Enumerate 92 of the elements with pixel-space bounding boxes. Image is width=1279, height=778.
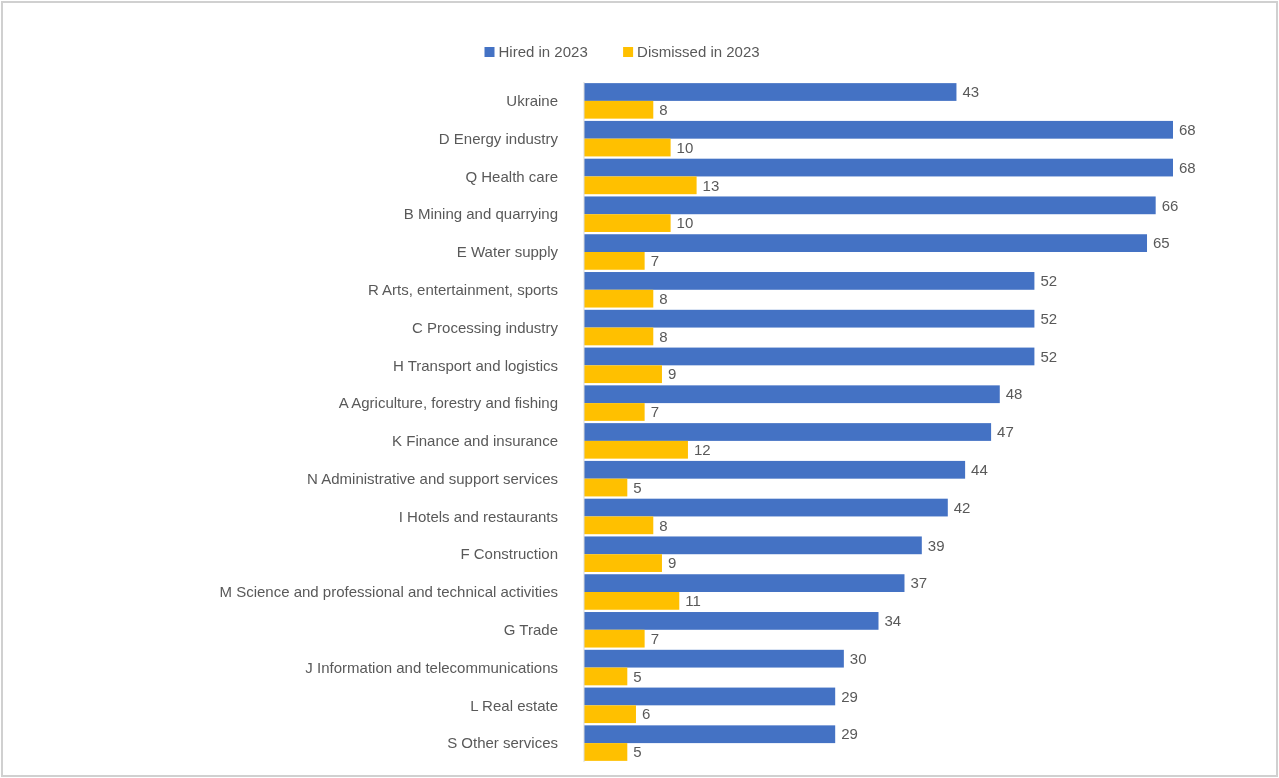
bar: [584, 138, 671, 157]
data-label: 9: [667, 554, 677, 572]
bar: [584, 516, 654, 535]
bar: [584, 309, 1035, 328]
bar: [584, 667, 628, 686]
data-label: 12: [693, 441, 711, 459]
bar: [584, 460, 966, 479]
bar: [584, 100, 654, 119]
bar: [584, 403, 645, 421]
y-tick-label: J Information and telecommunications: [305, 658, 558, 676]
data-label: 68: [1179, 121, 1196, 139]
data-label: 7: [650, 252, 659, 270]
y-tick-label: F Construction: [460, 545, 558, 563]
data-label: 34: [884, 612, 902, 630]
data-label: 44: [971, 461, 988, 479]
data-label: 37: [910, 574, 928, 592]
bar: [584, 498, 948, 517]
y-tick-label: B Mining and quarrying: [403, 205, 558, 223]
data-label: 68: [1179, 158, 1196, 176]
bar: [584, 347, 1035, 366]
bar: [584, 214, 671, 232]
bar: [584, 554, 662, 572]
bar: [584, 649, 844, 668]
data-label: 65: [1153, 234, 1170, 252]
bar: [584, 592, 680, 610]
y-tick-label: S Other services: [447, 734, 558, 752]
bar: [584, 687, 836, 706]
bar: [584, 289, 654, 308]
y-tick-label: N Administrative and support services: [307, 469, 558, 487]
bar: [584, 423, 992, 441]
y-tick-label: D Energy industry: [438, 129, 559, 147]
data-label: 6: [641, 705, 651, 723]
y-tick-label: H Transport and logistics: [392, 356, 558, 374]
y-tick-label: E Water supply: [456, 243, 559, 261]
bar: [584, 234, 1148, 252]
data-label: 47: [997, 423, 1014, 441]
data-label: 11: [685, 592, 701, 610]
data-label: 39: [927, 536, 945, 554]
bar: [584, 196, 1156, 215]
data-label: 5: [633, 667, 642, 685]
y-tick-label: C Processing industry: [412, 318, 559, 336]
data-label: 5: [633, 743, 642, 761]
data-label: 52: [1040, 309, 1058, 327]
data-label: 5: [633, 478, 642, 496]
bar: [584, 158, 1173, 177]
data-label: 42: [953, 498, 971, 516]
data-label: 10: [676, 214, 694, 232]
data-label: 29: [841, 687, 858, 705]
bar: [584, 725, 836, 744]
y-tick-label: Ukraine: [506, 92, 558, 110]
data-label: 8: [659, 516, 668, 534]
bar: [584, 536, 922, 555]
data-label: 66: [1161, 196, 1179, 214]
bar: [584, 272, 1035, 290]
data-label: 30: [849, 649, 867, 667]
bar: [584, 574, 905, 592]
data-label: 7: [650, 629, 659, 647]
bar: [584, 176, 697, 195]
y-tick-label: L Real estate: [470, 696, 558, 714]
data-label: 8: [659, 327, 668, 345]
bar: [584, 327, 654, 346]
data-label: 13: [702, 176, 720, 194]
bar: [584, 365, 662, 384]
data-label: 43: [962, 83, 980, 101]
bar: [584, 478, 628, 497]
data-label: 8: [659, 289, 668, 307]
data-label: 48: [1005, 385, 1023, 403]
bar: [584, 629, 645, 648]
bar: [584, 385, 1000, 404]
data-label: 7: [650, 403, 659, 421]
data-label: 52: [1040, 347, 1058, 365]
bar: [584, 612, 879, 630]
y-tick-label: A Agriculture, forestry and fishing: [338, 394, 558, 412]
bar: [584, 743, 628, 761]
legend-label: Dismissed in 2023: [637, 43, 760, 61]
bar: [584, 705, 636, 724]
legend-label: Hired in 2023: [498, 43, 588, 61]
y-tick-label: G Trade: [503, 621, 558, 639]
data-label: 52: [1040, 272, 1058, 290]
y-tick-label: M Science and professional and technical activities: [219, 583, 558, 601]
data-label: 10: [676, 138, 694, 156]
data-label: 29: [841, 725, 858, 743]
bar: [584, 120, 1173, 139]
bar: [584, 83, 957, 101]
y-tick-label: R Arts, entertainment, sports: [367, 281, 558, 299]
bar: [584, 440, 688, 459]
y-tick-label: K Finance and insurance: [392, 432, 558, 450]
data-label: 9: [667, 365, 677, 383]
y-tick-label: Q Health care: [465, 167, 558, 185]
bar: [584, 252, 645, 270]
data-label: 8: [659, 101, 668, 119]
y-tick-label: I Hotels and restaurants: [398, 507, 558, 525]
